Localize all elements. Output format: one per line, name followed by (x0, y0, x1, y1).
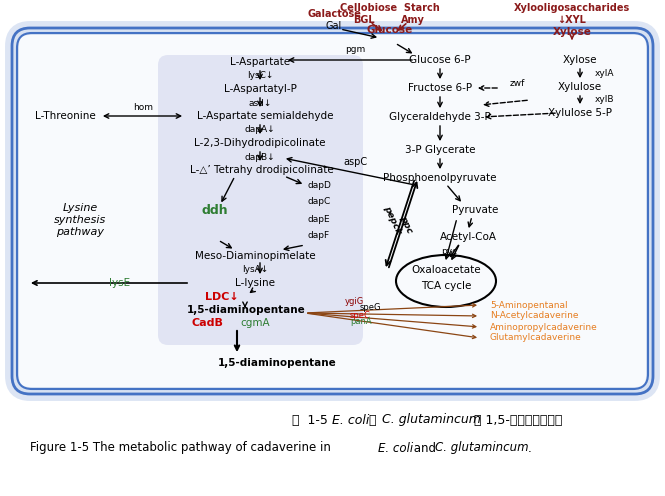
Text: L-Aspartate: L-Aspartate (230, 57, 290, 67)
Text: Cellobiose  Starch: Cellobiose Starch (340, 3, 440, 13)
Text: cgmA: cgmA (240, 318, 270, 328)
Text: dapD: dapD (308, 181, 332, 189)
Text: 图  1-5: 图 1-5 (292, 414, 332, 427)
Text: panA: panA (350, 317, 372, 326)
Text: aspC: aspC (343, 157, 367, 167)
Text: hom: hom (133, 104, 153, 113)
Text: ygiG: ygiG (345, 298, 364, 307)
Text: 中 1,5-戊二胺合成途径: 中 1,5-戊二胺合成途径 (470, 414, 563, 427)
Text: Xylose: Xylose (553, 27, 591, 37)
Text: N-Acetylcadaverine: N-Acetylcadaverine (490, 311, 579, 320)
Text: Figure 1-5 The metabolic pathway of cadaverine in: Figure 1-5 The metabolic pathway of cada… (30, 441, 334, 454)
Text: lysA↓: lysA↓ (242, 265, 268, 274)
Text: BGL: BGL (353, 15, 375, 25)
Text: Pyruvate: Pyruvate (452, 205, 498, 215)
Text: pyc: pyc (441, 248, 457, 256)
Text: Glutamylcadaverine: Glutamylcadaverine (490, 333, 582, 343)
Text: lysE: lysE (110, 278, 130, 288)
Text: 3-P Glycerate: 3-P Glycerate (405, 145, 475, 155)
Text: speG: speG (360, 304, 382, 312)
Text: Oxaloacetate: Oxaloacetate (411, 265, 481, 275)
Text: dapC: dapC (308, 197, 331, 206)
Text: LDC↓: LDC↓ (205, 292, 239, 302)
Text: Xylulose 5-P: Xylulose 5-P (548, 108, 612, 118)
Text: dapB↓: dapB↓ (245, 152, 275, 162)
Text: speC: speC (350, 310, 371, 319)
Text: Glucose 6-P: Glucose 6-P (409, 55, 471, 65)
Text: 5-Aminopentanal: 5-Aminopentanal (490, 301, 568, 310)
Text: Acetyl-CoA: Acetyl-CoA (440, 232, 497, 242)
Text: Meso-Diaminopimelate: Meso-Diaminopimelate (195, 251, 315, 261)
Text: C. glutamincum: C. glutamincum (435, 441, 529, 454)
Text: Gal: Gal (326, 21, 342, 31)
Text: 和: 和 (365, 414, 380, 427)
Text: Galactose: Galactose (307, 9, 361, 19)
Text: L-2,3-Dihydrodipicolinate: L-2,3-Dihydrodipicolinate (194, 138, 326, 148)
Text: L-Threonine: L-Threonine (35, 111, 95, 121)
Text: ddh: ddh (201, 203, 228, 216)
Text: and: and (410, 441, 440, 454)
Text: pepck: pepck (382, 204, 404, 236)
Text: lysC↓: lysC↓ (247, 71, 273, 80)
Text: asd↓: asd↓ (248, 99, 272, 108)
Text: 1,5-diaminopentane: 1,5-diaminopentane (218, 358, 336, 368)
Text: Glyceraldehyde 3-P: Glyceraldehyde 3-P (389, 112, 491, 122)
Text: Xylooligosaccharides: Xylooligosaccharides (514, 3, 630, 13)
Text: dapA↓: dapA↓ (245, 125, 275, 134)
Text: dapF: dapF (308, 232, 330, 241)
Text: .: . (528, 441, 532, 454)
Text: E. coli: E. coli (378, 441, 413, 454)
FancyBboxPatch shape (12, 28, 653, 394)
Text: 1,5-diaminopentane: 1,5-diaminopentane (187, 305, 305, 315)
Text: L-△’ Tetrahy drodipicolinate: L-△’ Tetrahy drodipicolinate (190, 165, 334, 175)
Text: CadB: CadB (191, 318, 223, 328)
Text: L-Aspartate semialdehyde: L-Aspartate semialdehyde (197, 111, 333, 121)
Text: xylB: xylB (595, 96, 614, 105)
Text: ppc: ppc (398, 214, 414, 234)
Text: ↓XYL: ↓XYL (557, 15, 587, 25)
Text: dapE: dapE (308, 214, 331, 224)
Text: Lysine
synthesis
pathway: Lysine synthesis pathway (54, 203, 106, 237)
Text: Fructose 6-P: Fructose 6-P (408, 83, 472, 93)
Text: pgm: pgm (345, 46, 365, 55)
Text: Phosphoenolpyruvate: Phosphoenolpyruvate (383, 173, 497, 183)
Text: Xylulose: Xylulose (558, 82, 602, 92)
Text: L-lysine: L-lysine (235, 278, 275, 288)
Text: Xylose: Xylose (563, 55, 597, 65)
Text: Amy: Amy (401, 15, 425, 25)
Text: E. coli: E. coli (332, 414, 369, 427)
Text: TCA cycle: TCA cycle (421, 281, 471, 291)
Text: xylA: xylA (595, 68, 614, 77)
Text: L-Aspartatyl-P: L-Aspartatyl-P (223, 84, 297, 94)
FancyBboxPatch shape (158, 55, 363, 345)
Text: Aminopropylcadaverine: Aminopropylcadaverine (490, 322, 598, 331)
Text: C. glutamincum: C. glutamincum (382, 414, 481, 427)
Text: zwf: zwf (510, 78, 525, 87)
Text: Glucose: Glucose (367, 25, 413, 35)
